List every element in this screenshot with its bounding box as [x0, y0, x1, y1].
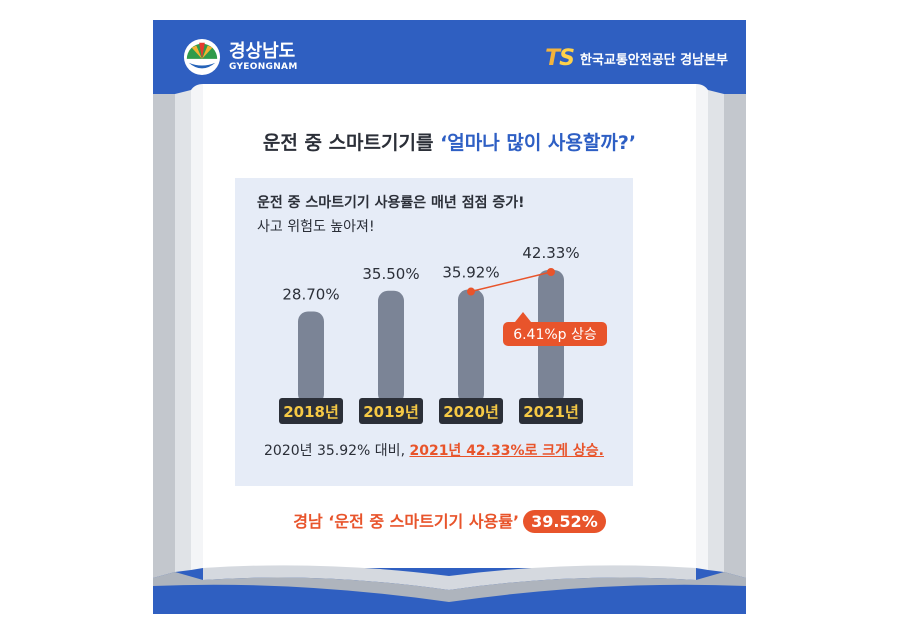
ts-logo-mark: TS — [545, 46, 575, 71]
kotsa-logo: TS 한국교통안전공단 경남본부 — [545, 46, 728, 71]
annotation-badge — [503, 322, 607, 346]
page-title-prefix: 운전 중 스마트기기를 — [262, 132, 441, 154]
category-label-2: 2019년 — [363, 403, 419, 421]
category-label-bg-1 — [279, 398, 343, 424]
category-label-1: 2018년 — [283, 403, 339, 421]
gyeongnam-logo: 경상남도 GYEONGNAM — [183, 38, 298, 76]
bar-value-label-3: 35.92% — [442, 264, 499, 282]
annotation-label: 6.41%p 상승 — [513, 327, 597, 343]
category-label-bg-2 — [359, 398, 423, 424]
page-title: 운전 중 스마트기기를 ‘얼마나 많이 사용할까?’ — [153, 128, 746, 155]
footer-stat-value: 39.52% — [523, 510, 606, 533]
infographic-card: 경상남도 GYEONGNAM TS 한국교통안전공단 경남본부 운전 중 스마트… — [153, 20, 746, 614]
annotation-pointer — [515, 312, 531, 322]
bar-chart: 28.70% 35.50% 35.92% 42.33% 2018년 2019년 2020년 2… — [279, 244, 607, 424]
category-label-bg-3 — [439, 398, 503, 424]
page-title-accent: ‘얼마나 많이 사용할까?’ — [440, 132, 637, 154]
summary-highlight: 2021년 42.33%로 크게 상승. — [409, 443, 604, 459]
trend-point-start — [467, 287, 475, 296]
summary-prefix: 2020년 35.92% 대비, — [264, 443, 410, 459]
footer-stat: 경남 ‘운전 중 스마트기기 사용률’ 39.52% — [153, 508, 746, 533]
bar-2 — [378, 290, 404, 404]
bar-3 — [458, 289, 484, 404]
panel-title-line2: 사고 위험도 높아져! — [257, 219, 375, 235]
ts-logo-s: S — [559, 46, 575, 71]
gyeongnam-emblem-icon — [183, 38, 221, 76]
gyeongnam-logo-korean: 경상남도 — [229, 41, 296, 62]
gyeongnam-logo-english: GYEONGNAM — [229, 62, 298, 72]
category-label-4: 2021년 — [523, 403, 579, 421]
chart-panel: 운전 중 스마트기기 사용률은 매년 점점 증가! 사고 위험도 높아져! 28… — [235, 178, 633, 486]
bar-1 — [298, 311, 324, 404]
category-label-bg-4 — [519, 398, 583, 424]
category-label-3: 2020년 — [443, 403, 499, 421]
footer-stat-label: 경남 ‘운전 중 스마트기기 사용률’ — [293, 512, 520, 531]
bar-value-label-1: 28.70% — [282, 286, 339, 304]
chart-summary: 2020년 35.92% 대비, 2021년 42.33%로 크게 상승. — [235, 440, 633, 460]
trend-point-end — [547, 268, 555, 276]
bar-value-label-2: 35.50% — [362, 265, 419, 283]
ts-logo-t: T — [545, 46, 560, 71]
trend-line — [470, 271, 552, 293]
kotsa-org-name: 한국교통안전공단 경남본부 — [579, 53, 728, 68]
panel-title-line1: 운전 중 스마트기기 사용률은 매년 점점 증가! — [257, 195, 525, 211]
bar-value-label-4: 42.33% — [522, 244, 579, 262]
